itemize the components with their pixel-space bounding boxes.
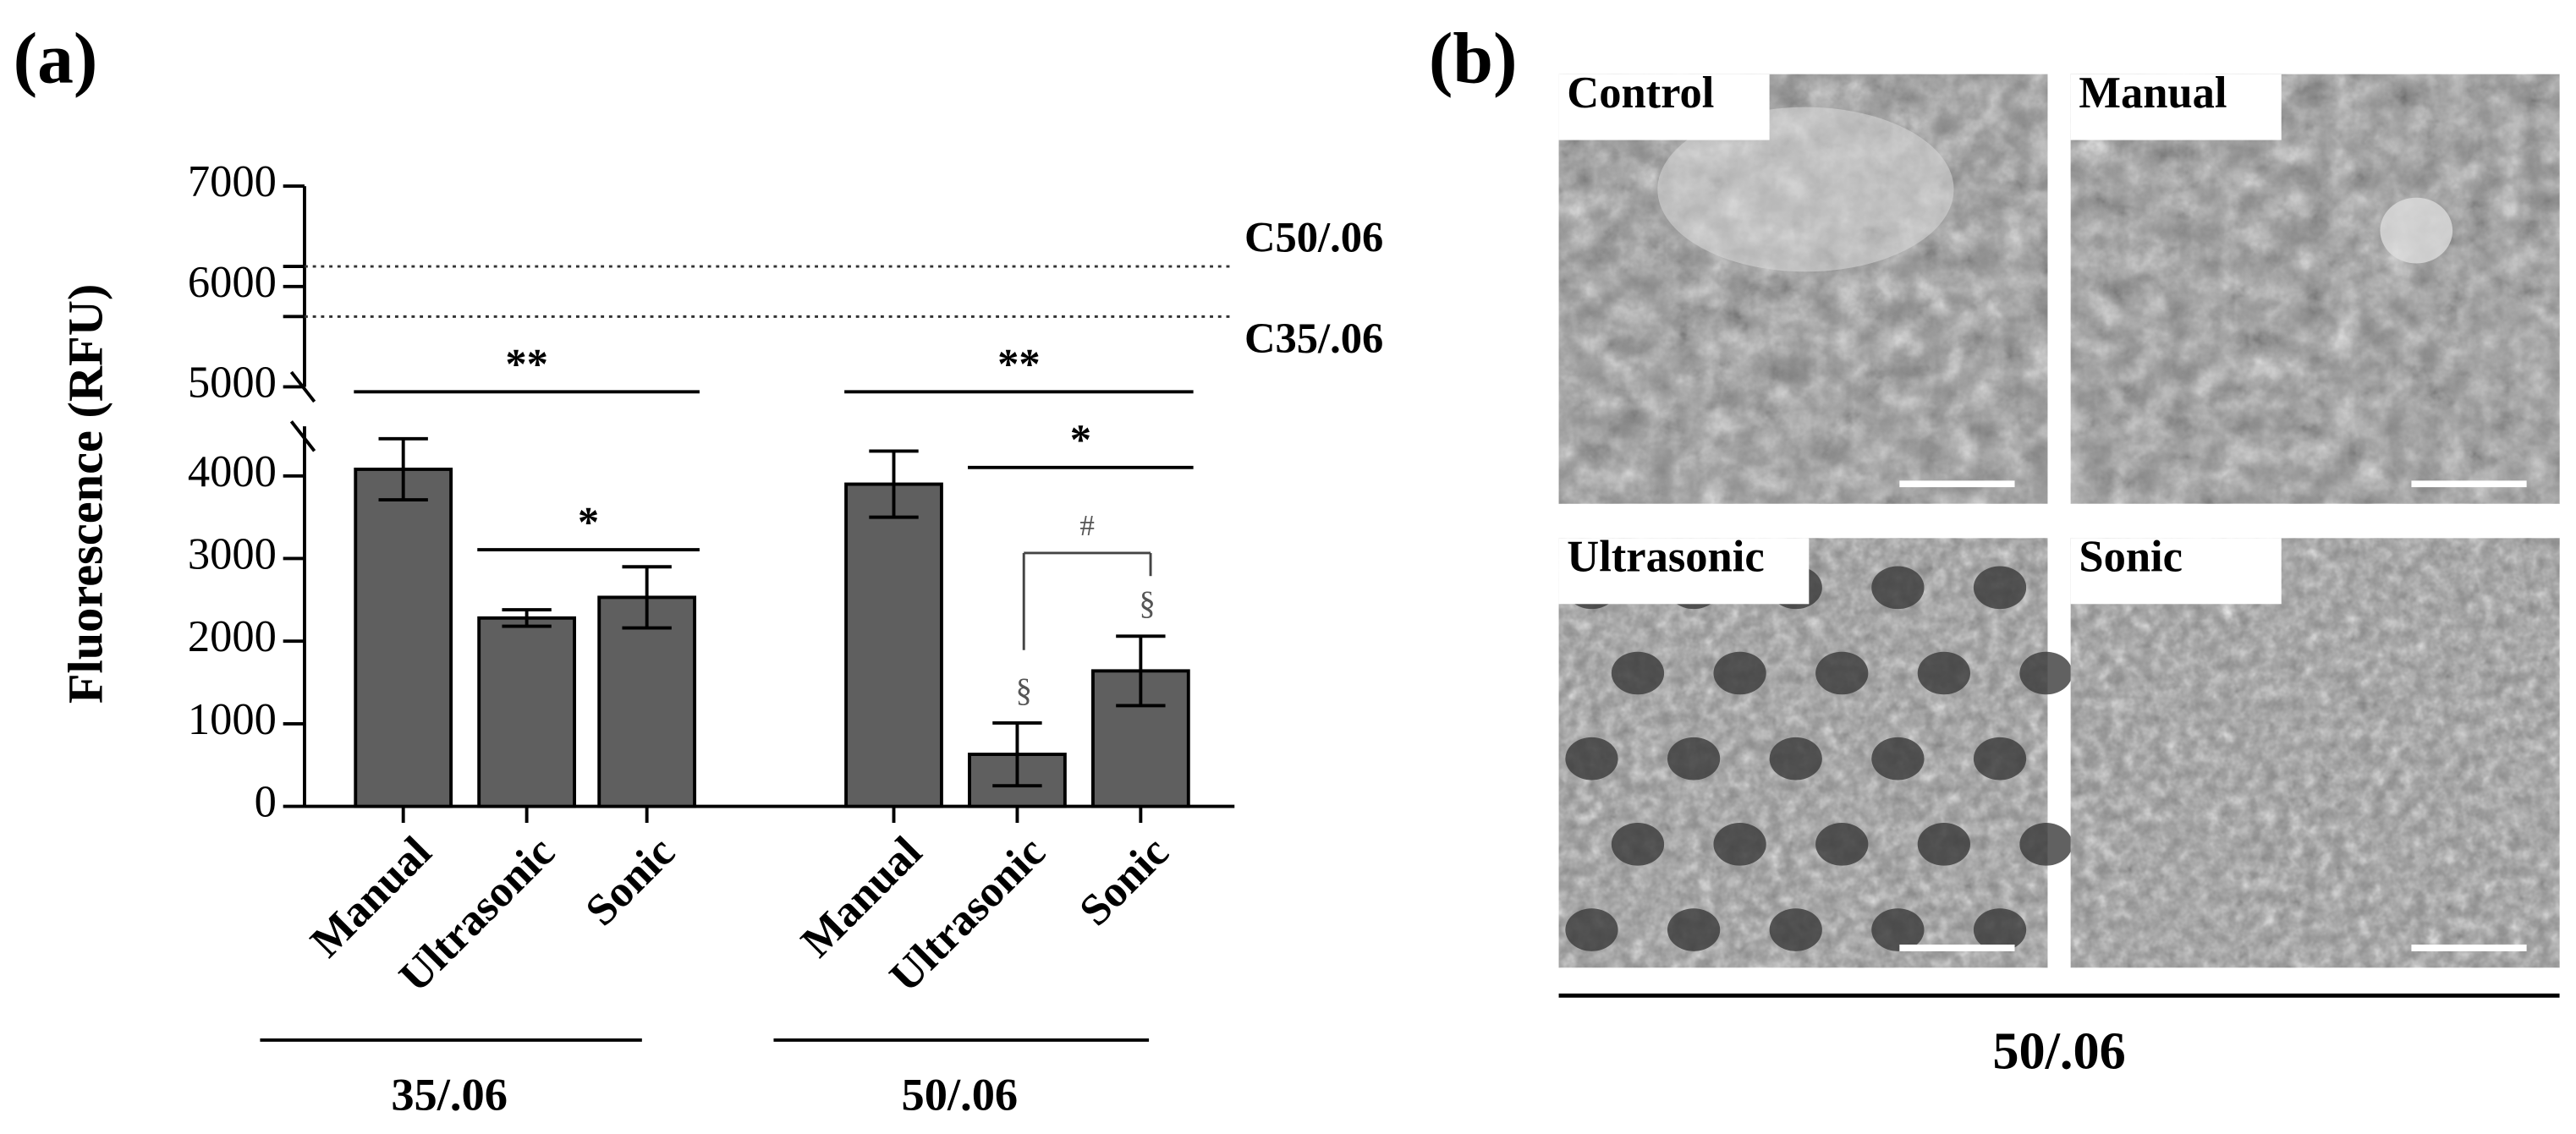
pore <box>1871 737 1925 781</box>
group-label: 50/.06 <box>1992 1023 2125 1081</box>
significance-symbol: § <box>1015 672 1031 709</box>
pore <box>2019 823 2073 866</box>
pore <box>1713 651 1766 695</box>
image-label: Sonic <box>2079 533 2183 582</box>
x-tick-label: Sonic <box>1070 827 1178 935</box>
panel-label: (b) <box>1429 19 1518 99</box>
bar <box>354 468 453 808</box>
sem-image: Manual <box>2070 68 2560 504</box>
image-label: Ultrasonic <box>1567 533 1764 582</box>
image-texture <box>2070 538 2560 968</box>
group-label: 50/.06 <box>901 1068 1018 1120</box>
pore <box>1871 908 1925 951</box>
label-box <box>1558 538 1810 605</box>
debris <box>2380 197 2453 264</box>
label-box <box>2070 538 2282 605</box>
pore <box>1917 823 1970 866</box>
pore <box>1769 908 1822 951</box>
y-tick-label: 4000 <box>188 447 277 496</box>
reference-label: C35/.06 <box>1244 315 1383 362</box>
pore <box>1815 651 1869 695</box>
image-texture <box>2070 74 2560 504</box>
pore <box>1667 737 1721 781</box>
y-tick-label: 6000 <box>188 258 277 307</box>
y-tick-label: 2000 <box>188 612 277 661</box>
bar <box>844 482 943 808</box>
x-tick-label: Sonic <box>576 827 684 935</box>
pore <box>2019 651 2073 695</box>
sem-image: Ultrasonic <box>1558 533 2073 968</box>
y-axis-label: Fluorescence (RFU) <box>58 284 113 704</box>
pore <box>1611 823 1665 866</box>
pore <box>1973 908 2027 951</box>
pore <box>1871 566 1925 610</box>
pore <box>1973 737 2027 781</box>
y-tick-label: 5000 <box>188 359 277 408</box>
pore <box>1769 737 1822 781</box>
pore <box>1565 908 1618 951</box>
significance-label: ** <box>505 341 548 388</box>
sem-image: Sonic <box>2070 533 2560 968</box>
pore <box>1917 651 1970 695</box>
y-tick-label: 3000 <box>188 530 277 579</box>
sem-image: Control <box>1558 68 2048 504</box>
pore <box>1815 823 1869 866</box>
pore <box>1667 908 1721 951</box>
group-label: 35/.06 <box>391 1068 508 1120</box>
pore <box>1565 737 1618 781</box>
reference-label: C50/.06 <box>1244 213 1383 260</box>
image-label: Manual <box>2079 68 2227 118</box>
label-box <box>2070 74 2282 140</box>
significance-label: ** <box>997 341 1041 388</box>
y-tick-label: 1000 <box>188 695 277 744</box>
pore <box>1611 651 1665 695</box>
pore <box>1713 823 1766 866</box>
image-label: Control <box>1567 68 1714 118</box>
y-tick-label: 0 <box>255 778 277 827</box>
debris <box>1657 107 1954 272</box>
significance-symbol: § <box>1139 585 1155 622</box>
panel-label: (a) <box>14 19 98 99</box>
significance-label: * <box>1070 416 1091 463</box>
pore <box>1973 566 2027 610</box>
y-tick-label: 7000 <box>188 157 277 206</box>
bar <box>477 616 576 808</box>
label-box <box>1558 74 1770 140</box>
significance-label: # <box>1079 509 1095 542</box>
significance-label: * <box>578 498 599 545</box>
axis-break <box>289 420 316 452</box>
bar <box>597 595 697 808</box>
